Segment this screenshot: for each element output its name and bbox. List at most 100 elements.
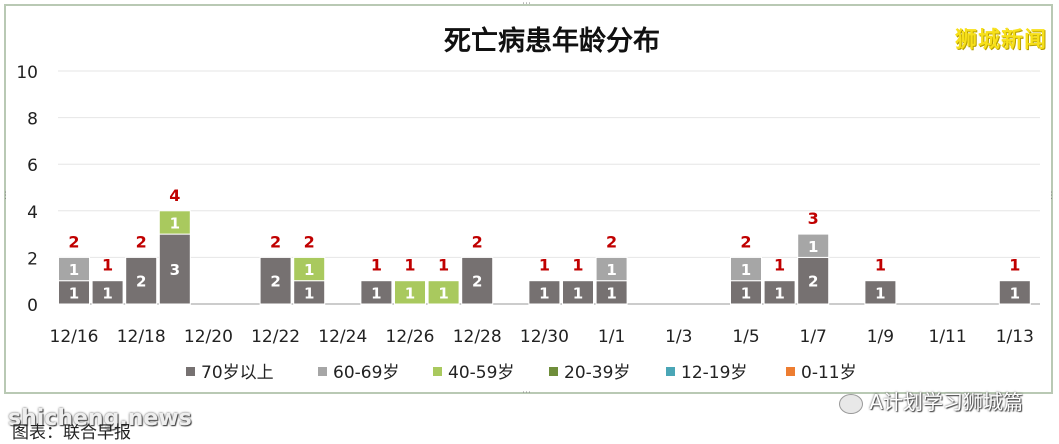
- y-tick-label: 6: [27, 156, 38, 176]
- bar-total-label: 2: [740, 232, 751, 251]
- y-tick-label: 4: [27, 203, 38, 223]
- y-axis: 0 2 4 6 8 10: [16, 63, 38, 316]
- chart-title: 死亡病患年龄分布: [444, 25, 660, 57]
- bar-segment: [158, 210, 191, 235]
- bar-total-label: 1: [572, 256, 583, 275]
- bar-total-label: 3: [808, 209, 819, 228]
- bar-segment: [797, 256, 830, 305]
- bar-value-label: 1: [405, 284, 415, 302]
- x-tick-label: 12/22: [251, 327, 300, 347]
- bar-segment: [528, 280, 561, 305]
- legend-label: 20-39岁: [564, 363, 630, 383]
- x-tick-label: 1/1: [598, 327, 625, 347]
- bar-value-label: 1: [573, 284, 583, 302]
- bar-segment: [427, 280, 460, 305]
- bar-total-label: 1: [539, 256, 550, 275]
- bar-total-label: 1: [1009, 256, 1020, 275]
- bar-value-label: 1: [170, 214, 180, 232]
- x-tick-label: 1/5: [732, 327, 759, 347]
- resize-handle-bottom[interactable]: ⋯: [522, 388, 531, 398]
- bar-value-label: 1: [539, 284, 549, 302]
- bar-total-label: 2: [68, 232, 79, 251]
- bar-value-label: 1: [606, 284, 616, 302]
- bar-total-label: 2: [606, 232, 617, 251]
- bar-segment: [58, 256, 90, 282]
- legend-swatch: [666, 367, 675, 376]
- bar-total-label: 1: [875, 256, 886, 275]
- x-tick-label: 12/18: [117, 327, 166, 347]
- bar-value-label: 1: [774, 284, 784, 302]
- y-tick-label: 0: [27, 296, 38, 316]
- bar-segment: [360, 280, 393, 305]
- bar-total-label: 2: [270, 232, 281, 251]
- bar-segment: [763, 280, 796, 305]
- x-tick-label: 1/7: [800, 327, 827, 347]
- bars: 1 1 2 1 1 2 2 3 1 4 2 2 1 1 2 1 1 1 1 1 1 2 2 1 1 1 1 1 1 2 1 1 2 1 1 2 1 3 1 1…: [58, 186, 1031, 305]
- legend-label: 0-11岁: [801, 363, 857, 383]
- resize-handle-left[interactable]: ⋮: [1, 191, 10, 201]
- y-tick-label: 2: [27, 249, 38, 269]
- x-tick-label: 12/16: [50, 327, 99, 347]
- chart-frame: ⋮ ⋮ ⋯ ⋯: [1, 0, 1056, 398]
- bar-value-label: 1: [371, 284, 381, 302]
- bar-value-label: 2: [270, 273, 280, 291]
- x-tick-label: 1/13: [996, 327, 1034, 347]
- resize-handle-right[interactable]: ⋮: [1047, 191, 1056, 201]
- x-tick-label: 12/26: [386, 327, 435, 347]
- bar-value-label: 1: [102, 284, 112, 302]
- legend-swatch: [186, 367, 195, 376]
- bar-value-label: 1: [438, 284, 448, 302]
- bar-total-label: 1: [438, 256, 449, 275]
- bar-value-label: 1: [69, 261, 79, 279]
- wechat-account-label: A计划学习狮城篇: [869, 390, 1023, 414]
- bar-value-label: 1: [304, 284, 314, 302]
- legend: 70岁以上 60-69岁 40-59岁 20-39岁 12-19岁 0-11岁: [186, 363, 857, 383]
- x-tick-label: 1/9: [867, 327, 894, 347]
- bar-total-label: 2: [472, 232, 483, 251]
- x-tick-label: 1/11: [929, 327, 967, 347]
- x-tick-label: 12/24: [318, 327, 367, 347]
- bar-value-label: 1: [69, 284, 79, 302]
- legend-swatch: [549, 367, 558, 376]
- x-axis: 12/16 12/18 12/20 12/22 12/24 12/26 12/28 12/30…: [50, 327, 1034, 347]
- bar-value-label: 2: [472, 273, 482, 291]
- resize-handle-top[interactable]: ⋯: [522, 0, 531, 9]
- bar-segment: [595, 256, 628, 282]
- wechat-icon: [839, 393, 864, 414]
- y-tick-label: 8: [27, 110, 38, 130]
- legend-label: 40-59岁: [448, 363, 514, 383]
- bar-segment: [797, 233, 830, 258]
- bar-value-label: 3: [170, 261, 180, 279]
- bar-total-label: 2: [304, 232, 315, 251]
- x-tick-label: 12/30: [520, 327, 569, 347]
- bar-value-label: 1: [741, 284, 751, 302]
- bar-total-label: 1: [371, 256, 382, 275]
- bar-segment: [461, 256, 494, 305]
- bar-value-label: 1: [741, 261, 751, 279]
- legend-label: 12-19岁: [681, 363, 747, 383]
- bar-total-label: 1: [102, 256, 113, 275]
- legend-swatch: [318, 367, 327, 376]
- figure-caption: 图表：联合早报: [12, 423, 131, 443]
- x-tick-label: 1/3: [665, 327, 692, 347]
- bar-segment: [259, 256, 292, 305]
- legend-swatch: [786, 367, 795, 376]
- bar-segment: [91, 280, 124, 305]
- bar-value-label: 1: [304, 261, 314, 279]
- bar-segment: [394, 280, 426, 305]
- bar-value-label: 2: [136, 273, 146, 291]
- bar-total-label: 4: [169, 186, 180, 205]
- bar-segment: [562, 280, 594, 305]
- bar-value-label: 1: [875, 284, 885, 302]
- x-tick-label: 12/20: [184, 327, 233, 347]
- site-watermark: shicheng.news: [8, 406, 192, 431]
- bar-total-label: 1: [404, 256, 415, 275]
- bar-segment: [125, 256, 158, 305]
- bar-segment: [998, 280, 1031, 305]
- legend-label: 60-69岁: [333, 363, 399, 383]
- x-tick-label: 12/28: [453, 327, 502, 347]
- bar-total-label: 2: [136, 232, 147, 251]
- legend-swatch: [433, 367, 442, 376]
- bar-segment: [293, 256, 326, 282]
